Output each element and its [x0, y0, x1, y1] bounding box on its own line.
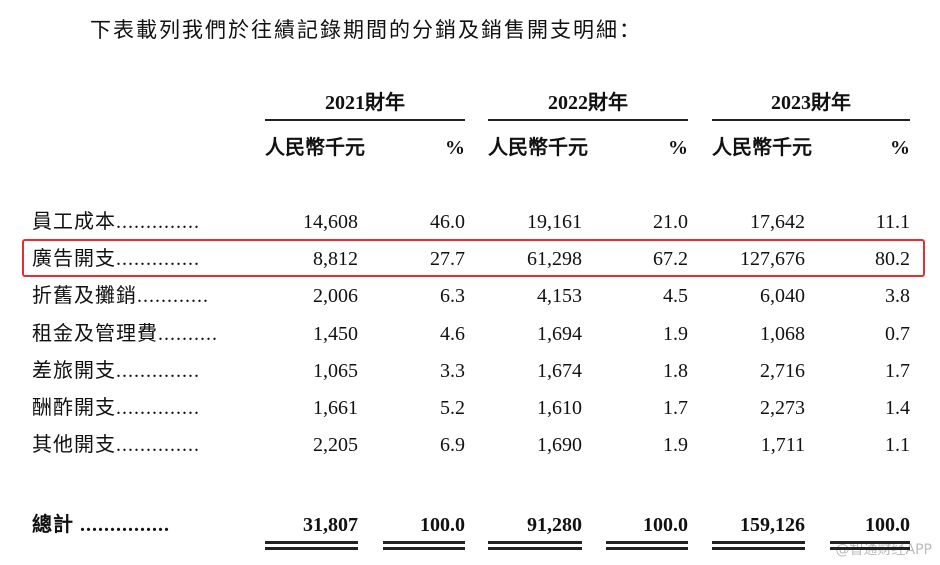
total-cell: 91,280 — [527, 514, 582, 536]
cell: 1.4 — [885, 397, 910, 419]
cell: 1,661 — [313, 397, 358, 419]
cell: 1.9 — [663, 322, 688, 345]
cell: 2,273 — [760, 397, 805, 419]
year-header: 2022財年 — [548, 92, 628, 114]
row-label: 租金及管理費.......... — [32, 322, 218, 345]
highlight-box — [22, 239, 925, 277]
double-rule — [383, 541, 465, 544]
double-rule — [265, 547, 358, 550]
total-cell: 100.0 — [643, 514, 688, 536]
total-cell: 100.0 — [420, 514, 465, 536]
header-rule — [265, 119, 465, 121]
total-label: 總計 ............... — [32, 514, 170, 536]
cell: 1,674 — [537, 359, 582, 382]
intro: 下表載列我們於往績記錄期間的分銷及銷售開支明細： — [90, 18, 642, 42]
cell: 2,205 — [313, 434, 358, 457]
cell: 1,690 — [537, 434, 582, 457]
cell: 3.8 — [885, 285, 910, 308]
cell: 61,298 — [527, 248, 582, 271]
cell: 1,694 — [537, 322, 582, 345]
double-rule — [830, 547, 910, 550]
year-header: 2021財年 — [325, 92, 405, 114]
cell: 4.6 — [440, 322, 465, 345]
row-label: 員工成本.............. — [32, 211, 200, 233]
row-label: 酬酢開支.............. — [32, 397, 200, 419]
row-label: 折舊及攤銷............ — [32, 285, 209, 308]
double-rule — [712, 541, 805, 544]
header-rule — [488, 119, 688, 121]
cell: 17,642 — [750, 211, 805, 233]
cell: 1,068 — [760, 322, 805, 345]
cell: 46.0 — [430, 211, 465, 233]
row-label: 廣告開支.............. — [32, 248, 200, 271]
unit-header: 人民幣千元 — [488, 137, 588, 159]
row-label: 其他開支.............. — [32, 434, 200, 457]
double-rule — [606, 547, 688, 550]
cell: 1.9 — [663, 434, 688, 457]
cell: 80.2 — [875, 248, 910, 271]
cell: 6,040 — [760, 285, 805, 308]
cell: 1,610 — [537, 397, 582, 419]
header-rule — [712, 119, 910, 121]
cell: 1,065 — [313, 359, 358, 382]
cell: 14,608 — [303, 211, 358, 233]
unit-header: 人民幣千元 — [712, 137, 812, 159]
pct-header: % — [890, 137, 910, 159]
cell: 1.1 — [885, 434, 910, 457]
total-cell: 100.0 — [865, 514, 910, 536]
cell: 27.7 — [430, 248, 465, 271]
unit-header: 人民幣千元 — [265, 137, 365, 159]
double-rule — [265, 541, 358, 544]
year-header: 2023財年 — [771, 92, 851, 114]
cell: 67.2 — [653, 248, 688, 271]
cell: 1,711 — [760, 434, 805, 457]
cell: 8,812 — [313, 248, 358, 271]
double-rule — [606, 541, 688, 544]
cell: 1.7 — [663, 397, 688, 419]
cell: 3.3 — [440, 359, 465, 382]
cell: 0.7 — [885, 322, 910, 345]
double-rule — [488, 541, 582, 544]
total-cell: 31,807 — [303, 514, 358, 536]
cell: 127,676 — [740, 248, 805, 271]
cell: 4.5 — [663, 285, 688, 308]
pct-header: % — [445, 137, 465, 159]
double-rule — [830, 541, 910, 544]
cell: 11.1 — [875, 211, 910, 233]
double-rule — [488, 547, 582, 550]
total-cell: 159,126 — [740, 514, 805, 536]
watermark: @智通财经APP — [835, 542, 932, 558]
cell: 2,716 — [760, 359, 805, 382]
cell: 1.7 — [885, 359, 910, 382]
cell: 4,153 — [537, 285, 582, 308]
cell: 21.0 — [653, 211, 688, 233]
cell: 6.3 — [440, 285, 465, 308]
cell: 1.8 — [663, 359, 688, 382]
cell: 2,006 — [313, 285, 358, 308]
pct-header: % — [668, 137, 688, 159]
cell: 19,161 — [527, 211, 582, 233]
double-rule — [712, 547, 805, 550]
cell: 6.9 — [440, 434, 465, 457]
cell: 1,450 — [313, 322, 358, 345]
row-label: 差旅開支.............. — [32, 359, 200, 382]
cell: 5.2 — [440, 397, 465, 419]
double-rule — [383, 547, 465, 550]
